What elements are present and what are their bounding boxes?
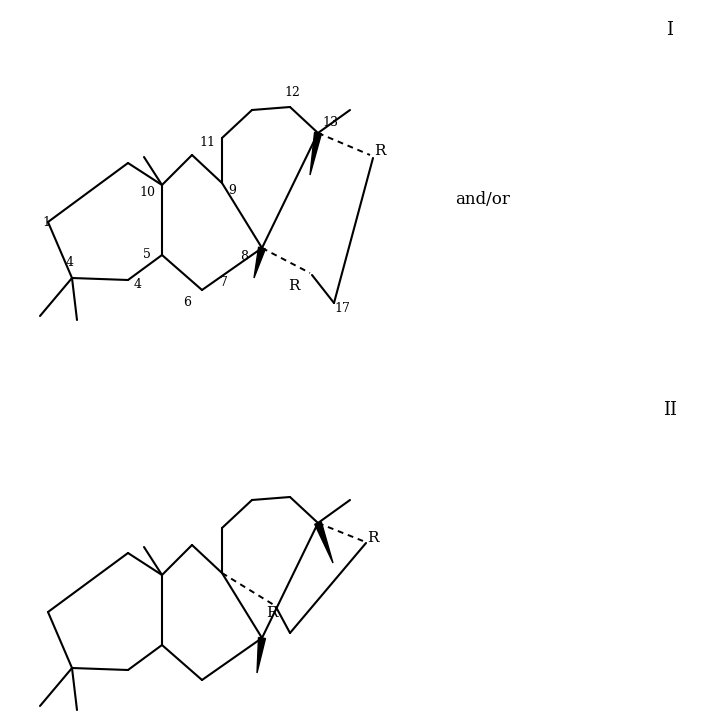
Text: 6: 6	[183, 296, 191, 309]
Polygon shape	[254, 247, 265, 278]
Text: 13: 13	[322, 117, 338, 130]
Text: 1: 1	[42, 216, 50, 229]
Text: 5: 5	[143, 249, 151, 262]
Text: R: R	[266, 606, 277, 620]
Text: 10: 10	[139, 187, 155, 200]
Polygon shape	[310, 133, 321, 175]
Text: 9: 9	[228, 185, 236, 198]
Polygon shape	[257, 637, 265, 673]
Text: 17: 17	[334, 301, 350, 314]
Text: I: I	[666, 21, 674, 39]
Text: 4: 4	[66, 257, 74, 270]
Text: 7: 7	[220, 275, 228, 288]
Text: 11: 11	[199, 136, 215, 149]
Text: R: R	[288, 279, 300, 293]
Text: 4: 4	[134, 278, 142, 291]
Text: R: R	[374, 144, 385, 158]
Text: 12: 12	[284, 87, 300, 99]
Text: and/or: and/or	[455, 192, 510, 208]
Text: 8: 8	[240, 249, 248, 262]
Text: II: II	[663, 401, 677, 419]
Polygon shape	[315, 522, 333, 563]
Text: R: R	[367, 531, 378, 545]
